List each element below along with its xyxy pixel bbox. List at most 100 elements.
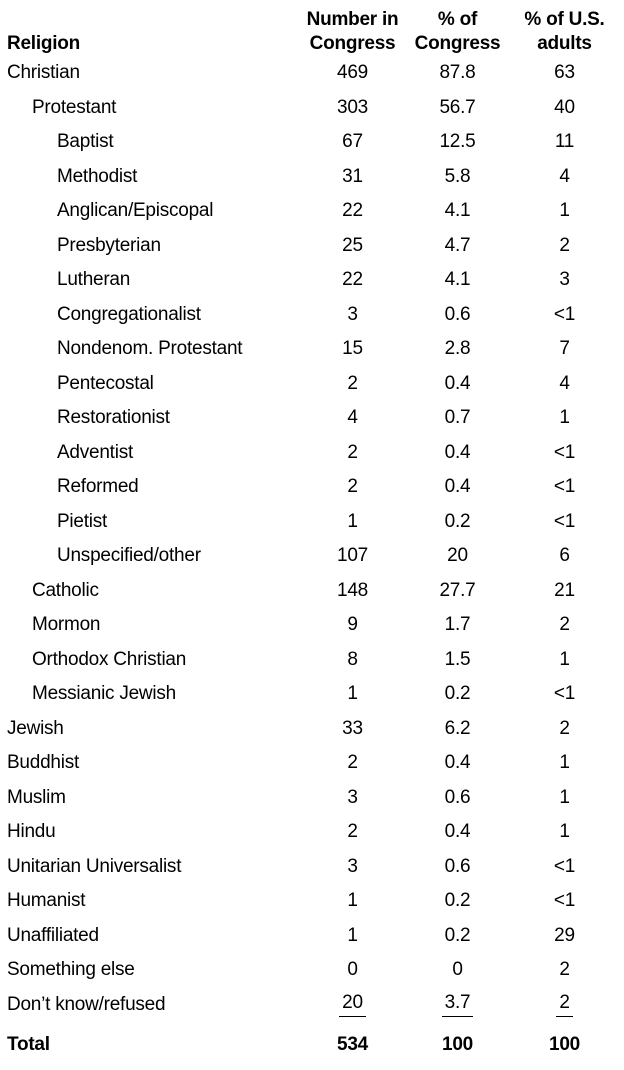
table-row: Methodist 31 5.8 4: [0, 160, 624, 195]
pct-congress-value: 87.8: [439, 62, 476, 84]
pct-us-adults-value: 2: [559, 959, 570, 981]
number-in-congress-value: 33: [342, 717, 363, 739]
table-row: Lutheran 22 4.1 3: [0, 263, 624, 298]
table-body: Christian 469 87.8 63 Protestant 303 56.…: [0, 56, 624, 1063]
table-row: Nondenom. Protestant 15 2.8 7: [0, 332, 624, 367]
number-in-congress-value: 534: [337, 1034, 368, 1056]
table-row: Anglican/Episcopal 22 4.1 1: [0, 194, 624, 229]
religion-label: Methodist: [57, 165, 138, 187]
column-header-pct-us-line1: % of U.S.: [524, 9, 605, 30]
religion-label: Jewish: [7, 717, 64, 739]
religion-label: Unitarian Universalist: [7, 855, 182, 877]
religion-label: Reformed: [57, 476, 139, 498]
pct-us-adults-value: 40: [554, 96, 575, 118]
pct-congress-value: 5.8: [444, 165, 471, 187]
column-header-pct-congress: % of Congress: [410, 8, 505, 56]
table-header-row: Religion Number in Congress % of Congres…: [0, 0, 624, 56]
number-in-congress-value: 2: [347, 752, 358, 774]
table-row: Muslim 3 0.6 1: [0, 781, 624, 816]
table-row: Orthodox Christian 8 1.5 1: [0, 643, 624, 678]
number-in-congress-value: 1: [347, 890, 358, 912]
number-in-congress-value: 303: [337, 96, 368, 118]
table-row: Humanist 1 0.2 <1: [0, 884, 624, 919]
table-row: Unaffiliated 1 0.2 29: [0, 919, 624, 954]
column-header-pct-congress-line2: Congress: [414, 33, 501, 54]
table-row: Hindu 2 0.4 1: [0, 815, 624, 850]
pct-congress-value: 0.7: [444, 407, 471, 429]
number-in-congress-value: 0: [347, 959, 358, 981]
religion-label: Total: [7, 1034, 50, 1056]
pct-us-adults-value: 1: [559, 648, 570, 670]
religion-label: Mormon: [32, 614, 101, 636]
number-in-congress-value: 31: [342, 165, 363, 187]
number-in-congress-value: 3: [347, 855, 358, 877]
table-row: Buddhist 2 0.4 1: [0, 746, 624, 781]
religion-label: Adventist: [57, 441, 133, 463]
table-row: Unspecified/other 107 20 6: [0, 539, 624, 574]
pct-us-adults-value: 21: [554, 579, 575, 601]
pct-congress-value: 0.4: [444, 476, 471, 498]
religion-label: Baptist: [57, 131, 114, 153]
religion-label: Hindu: [7, 821, 56, 843]
table-row: Messianic Jewish 1 0.2 <1: [0, 677, 624, 712]
table-row: Mormon 9 1.7 2: [0, 608, 624, 643]
table-row: Baptist 67 12.5 11: [0, 125, 624, 160]
religion-label: Something else: [7, 959, 135, 981]
pct-congress-value: 12.5: [439, 131, 476, 153]
pct-congress-value: 0.4: [444, 821, 471, 843]
table-row: Don’t know/refused 20 3.7 2: [0, 988, 624, 1023]
pct-congress-value: 2.8: [444, 338, 471, 360]
pct-congress-value: 0: [452, 959, 463, 981]
pct-congress-value: 0.2: [444, 683, 471, 705]
pct-congress-value: 20: [447, 545, 468, 567]
religion-label: Protestant: [32, 96, 117, 118]
number-in-congress-value: 1: [347, 924, 358, 946]
pct-congress-value: 0.6: [444, 303, 471, 325]
column-header-pct-us-line2: adults: [537, 33, 592, 54]
number-in-congress-value: 1: [347, 510, 358, 532]
religion-label: Congregationalist: [57, 303, 201, 325]
number-in-congress-value: 22: [342, 269, 363, 291]
pct-us-adults-value: 2: [559, 717, 570, 739]
table-row: Restorationist 4 0.7 1: [0, 401, 624, 436]
religion-label: Muslim: [7, 786, 66, 808]
table-row: Unitarian Universalist 3 0.6 <1: [0, 850, 624, 885]
number-in-congress-value: 67: [342, 131, 363, 153]
pct-us-adults-value: 2: [559, 614, 570, 636]
pct-us-adults-value: 7: [559, 338, 570, 360]
pct-congress-value: 4.1: [444, 200, 471, 222]
pct-us-adults-value: <1: [553, 855, 576, 877]
pct-us-adults-value: 4: [559, 165, 570, 187]
table-row: Pentecostal 2 0.4 4: [0, 367, 624, 402]
pct-congress-value: 0.4: [444, 372, 471, 394]
table-row: Catholic 148 27.7 21: [0, 574, 624, 609]
number-in-congress-value: 15: [342, 338, 363, 360]
religion-label: Pentecostal: [57, 372, 154, 394]
pct-us-adults-value: 63: [554, 62, 575, 84]
pct-us-adults-value: <1: [553, 510, 576, 532]
pct-congress-value: 27.7: [439, 579, 476, 601]
pct-us-adults-value: 4: [559, 372, 570, 394]
pct-us-adults-value: 11: [554, 131, 575, 153]
pct-us-adults-value: 2: [559, 234, 570, 256]
pct-us-adults-value: 1: [559, 407, 570, 429]
pct-congress-value: 0.2: [444, 924, 471, 946]
religion-label: Don’t know/refused: [7, 993, 166, 1015]
number-in-congress-value: 2: [347, 821, 358, 843]
number-in-congress-value: 20: [295, 992, 410, 1018]
number-in-congress-value: 148: [337, 579, 368, 601]
number-in-congress-value: 2: [347, 441, 358, 463]
religion-label: Humanist: [7, 890, 86, 912]
religion-label: Lutheran: [57, 269, 131, 291]
column-header-number-in-congress: Number in Congress: [295, 8, 410, 56]
pct-congress-value: 6.2: [444, 717, 471, 739]
pct-congress-value: 0.6: [444, 786, 471, 808]
pct-us-adults-value: 3: [559, 269, 570, 291]
pct-congress-value: 4.7: [444, 234, 471, 256]
religion-label: Restorationist: [57, 407, 170, 429]
religion-label: Orthodox Christian: [32, 648, 187, 670]
number-in-congress-value: 469: [337, 62, 368, 84]
pct-congress-value: 1.7: [444, 614, 471, 636]
table-row: Adventist 2 0.4 <1: [0, 436, 624, 471]
